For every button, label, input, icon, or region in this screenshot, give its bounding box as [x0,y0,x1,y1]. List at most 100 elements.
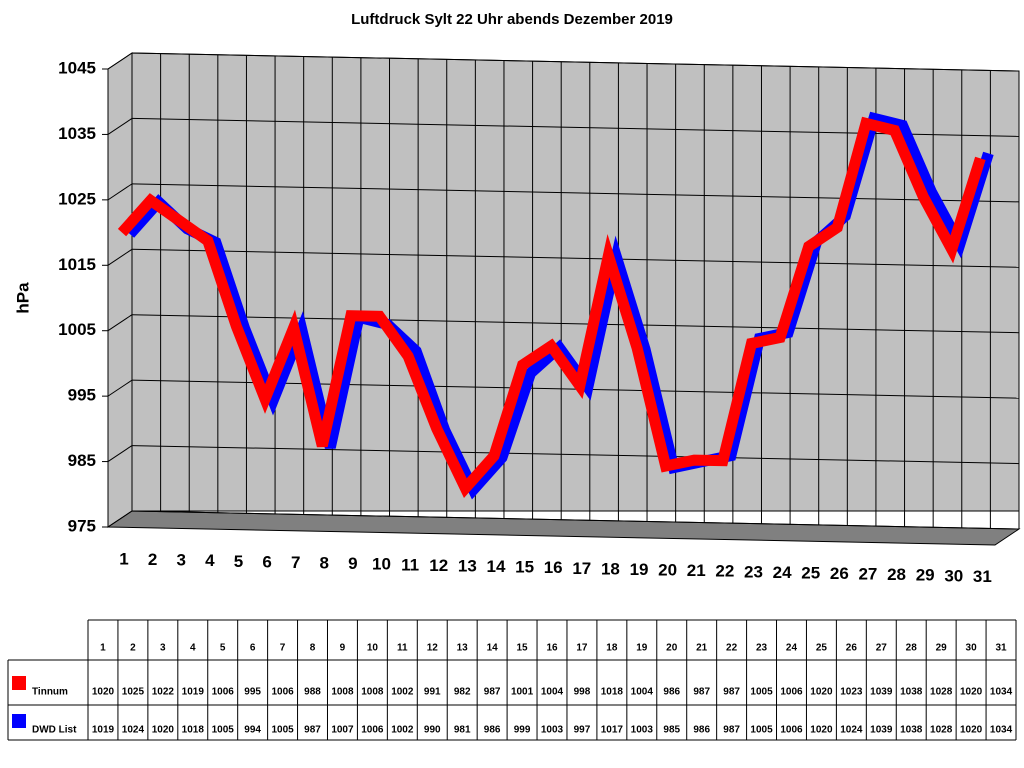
legend-label: DWD List [32,725,77,736]
x-tick-label: 27 [858,565,877,584]
table-header: 7 [280,643,286,654]
x-tick-label: 2 [148,550,157,569]
grid-line [131,248,1020,268]
table-cell: 1028 [930,687,953,698]
grid-line [131,52,1020,72]
table-cell: 998 [574,687,591,698]
chart-title: Luftdruck Sylt 22 Uhr abends Dezember 20… [351,11,673,28]
x-tick-label: 12 [429,556,448,575]
x-tick-label: 15 [515,558,534,577]
x-tick-label: 23 [744,562,763,581]
x-tick-label: 18 [601,559,620,578]
grid-line [107,183,133,201]
table-cell: 1038 [900,725,923,736]
x-tick-label: 19 [630,560,649,579]
table-cell: 1003 [631,725,654,736]
table-cell: 1006 [780,725,803,736]
x-tick-label: 5 [234,552,243,571]
table-cell: 1017 [601,725,624,736]
table-header: 25 [816,643,828,654]
table-cell: 1039 [870,725,893,736]
x-tick-label: 22 [715,562,734,581]
x-tick-label: 10 [372,555,391,574]
y-tick-label: 995 [68,386,96,405]
x-tick-label: 14 [487,557,506,576]
table-header: 31 [995,643,1007,654]
table-cell: 1039 [870,687,893,698]
table-cell: 981 [454,725,471,736]
table-cell: 1008 [361,687,384,698]
table-header: 14 [487,643,499,654]
table-cell: 1034 [990,687,1013,698]
table-cell: 1006 [780,687,803,698]
table-cell: 1007 [331,725,354,736]
table-cell: 1019 [92,725,115,736]
table-cell: 994 [244,725,261,736]
y-tick-label: 1025 [58,189,96,208]
table-cell: 1004 [631,687,654,698]
table-cell: 988 [304,687,321,698]
table-cell: 1002 [391,687,414,698]
table-cell: 1004 [541,687,564,698]
table-cell: 991 [424,687,441,698]
table-cell: 1020 [960,687,983,698]
x-tick-label: 6 [262,552,271,571]
table-cell: 982 [454,687,471,698]
table-header: 5 [220,643,226,654]
grid-line [107,52,133,70]
x-tick-label: 31 [973,567,992,586]
x-tick-label: 16 [544,558,563,577]
table-header: 20 [666,643,678,654]
series-line [117,116,986,498]
x-tick-label: 7 [291,553,300,572]
table-cell: 1006 [361,725,384,736]
x-tick-label: 25 [801,563,820,582]
x-tick-label: 4 [205,551,215,570]
table-cell: 1024 [122,725,145,736]
x-tick-label: 9 [348,554,357,573]
table-cell: 1020 [92,687,115,698]
table-header: 23 [756,643,768,654]
table-header: 17 [576,643,588,654]
grid-line [107,248,133,266]
x-tick-label: 29 [916,566,935,585]
table-cell: 1006 [271,687,294,698]
table-header: 15 [517,643,529,654]
x-tick-label: 30 [944,566,963,585]
y-tick-label: 975 [68,516,96,535]
table-cell: 1019 [182,687,205,698]
table-header: 4 [190,643,196,654]
legend-label: Tinnum [32,687,68,698]
table-cell: 985 [663,725,680,736]
legend-swatch [12,676,26,690]
x-tick-label: 13 [458,556,477,575]
table-cell: 1005 [750,725,773,736]
legend-swatch [12,714,26,728]
table-cell: 1002 [391,725,414,736]
table-cell: 1006 [212,687,235,698]
table-cell: 1034 [990,725,1013,736]
x-tick-label: 11 [401,555,419,574]
y-tick-label: 1015 [58,255,96,274]
table-header: 28 [906,643,918,654]
y-tick-label: 1045 [58,58,96,77]
table-cell: 987 [693,687,710,698]
table-header: 13 [457,643,469,654]
table-cell: 1020 [810,725,833,736]
table-header: 30 [966,643,978,654]
table-cell: 1005 [750,687,773,698]
table-header: 11 [397,643,408,654]
table-header: 3 [160,643,166,654]
y-axis-label: hPa [13,282,32,314]
x-tick-label: 20 [658,561,677,580]
table-cell: 1001 [511,687,534,698]
table-cell: 986 [484,725,501,736]
x-tick-label: 26 [830,564,849,583]
table-cell: 1023 [840,687,863,698]
table-header: 18 [606,643,618,654]
x-tick-label: 21 [687,561,706,580]
table-cell: 999 [514,725,531,736]
table-header: 8 [310,643,316,654]
table-cell: 986 [663,687,680,698]
